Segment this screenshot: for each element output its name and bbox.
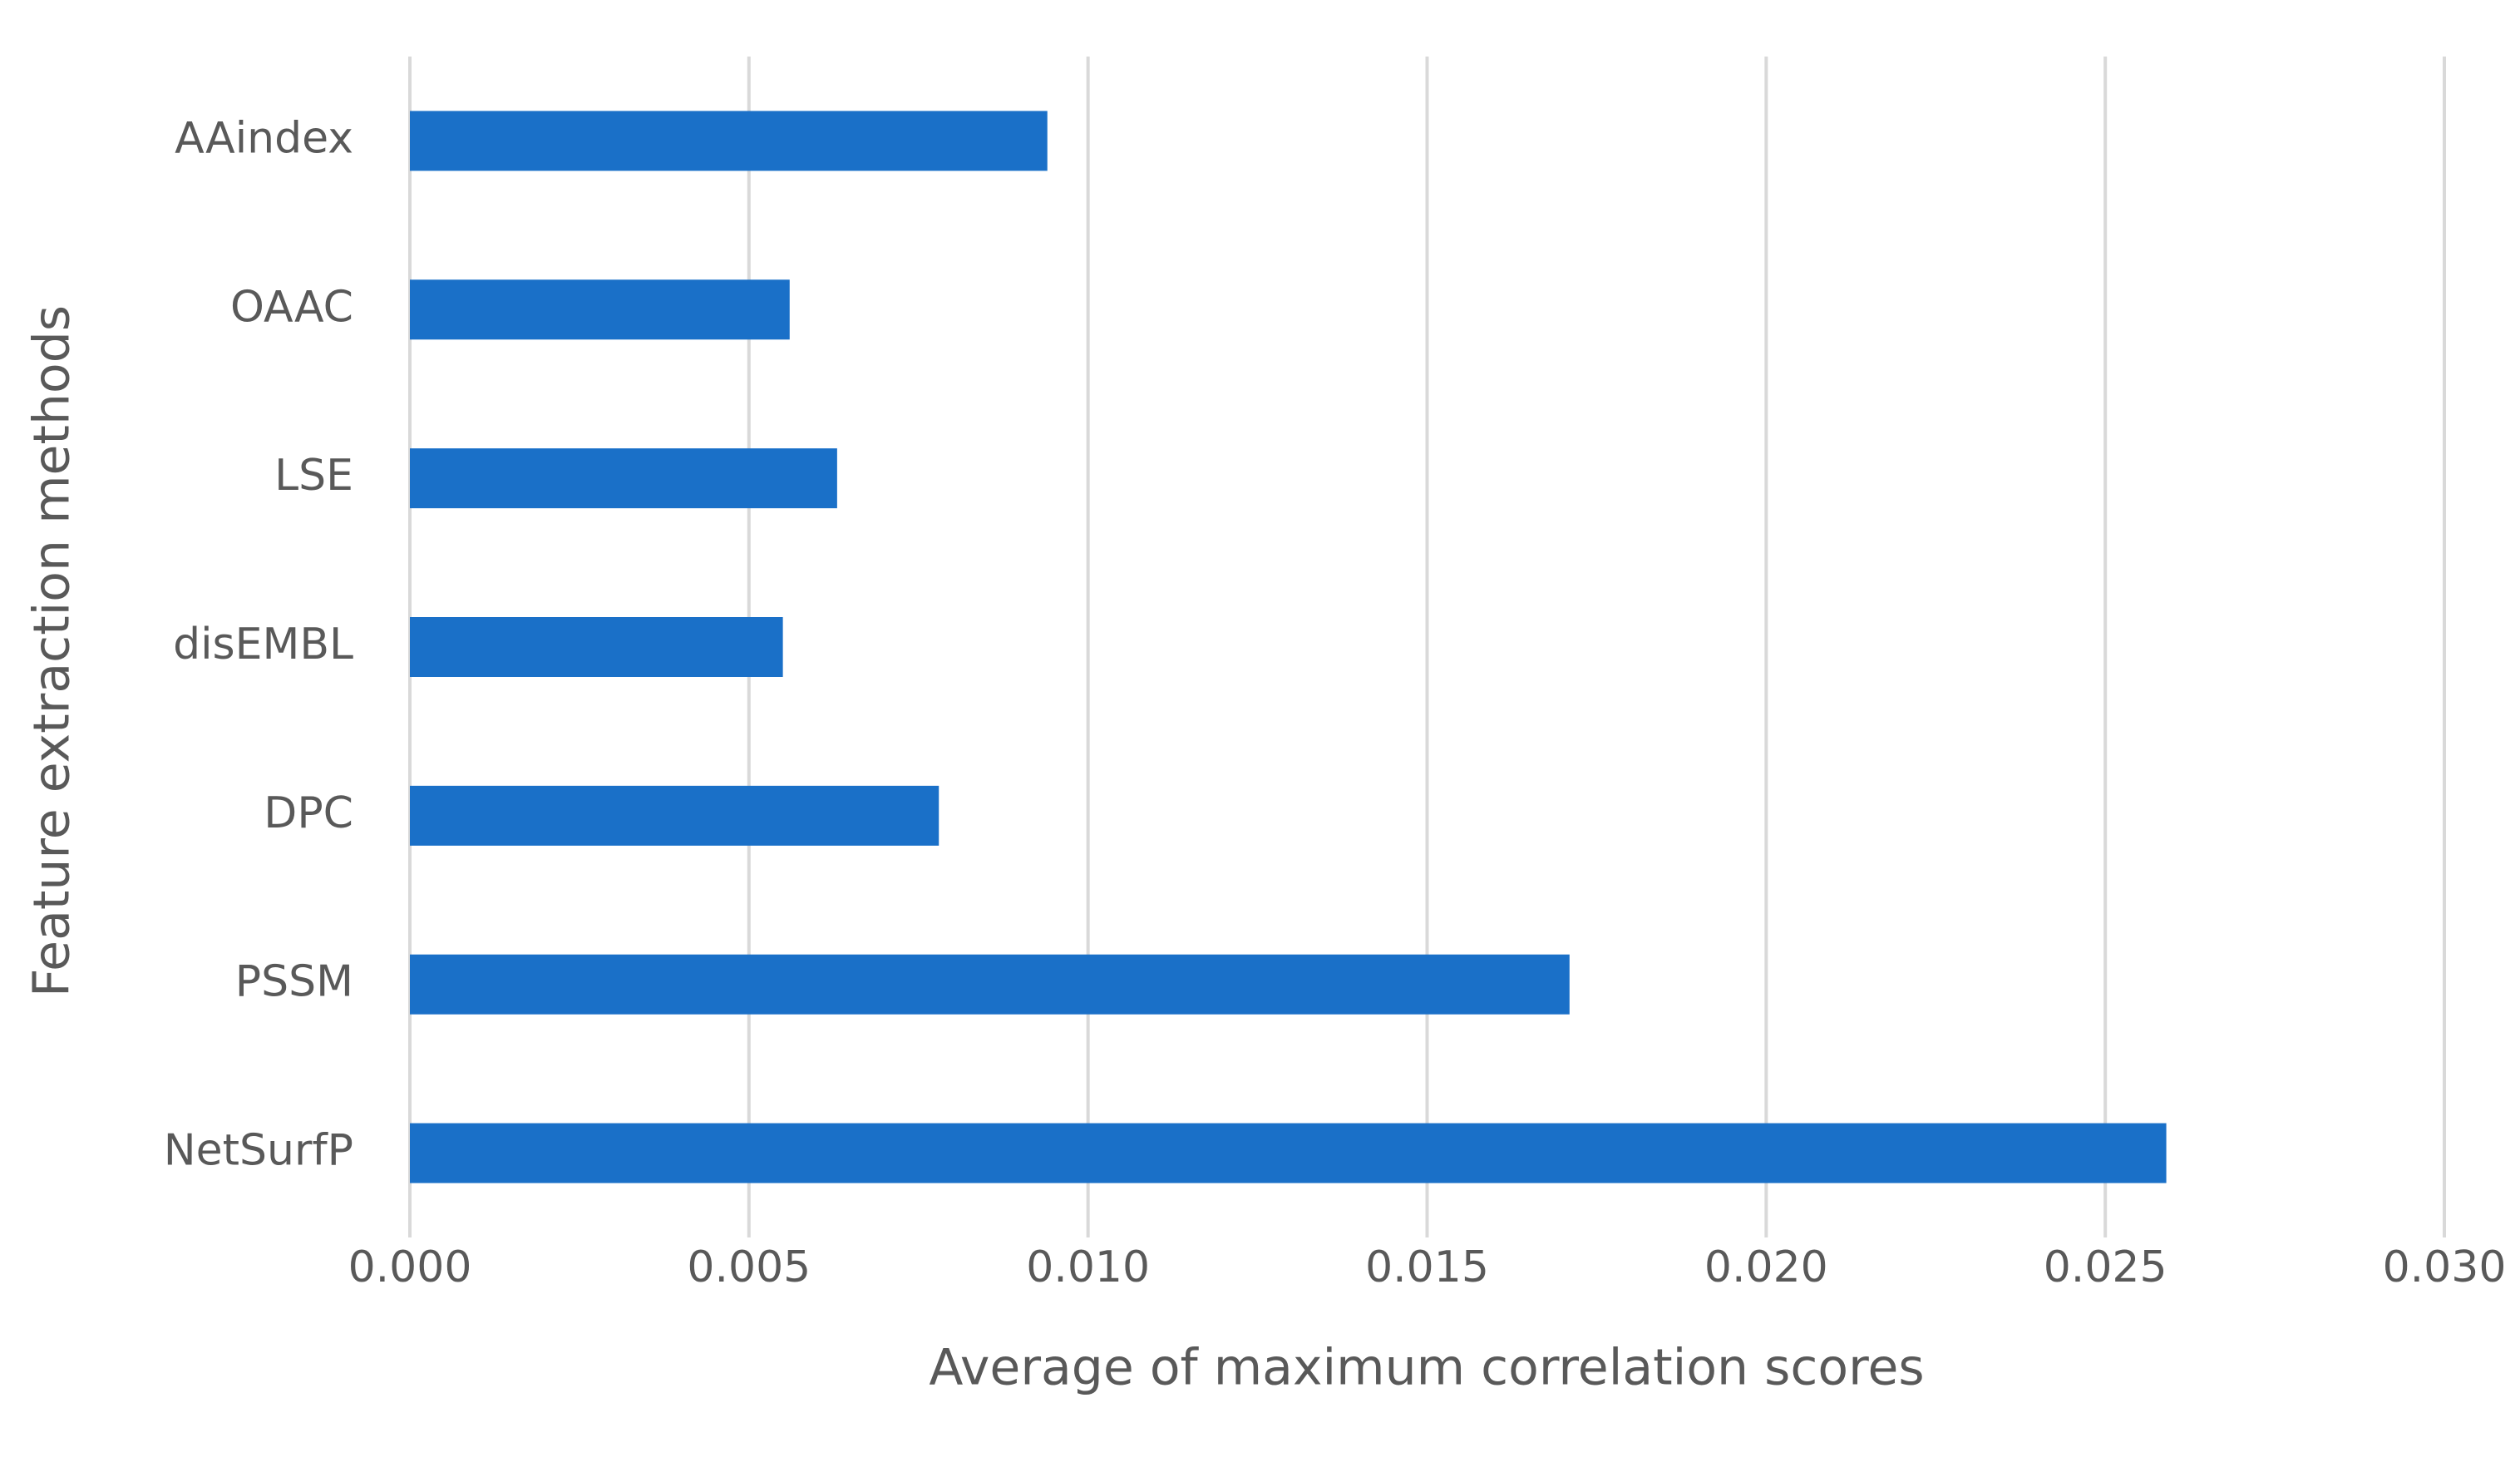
y-tick-label: AAindex [175, 113, 353, 163]
x-tick-label: 0.025 [2044, 1242, 2167, 1292]
y-tick-label: PSSM [235, 957, 353, 1007]
y-tick-label: LSE [274, 451, 353, 501]
x-tick-label: 0.015 [1365, 1242, 1489, 1292]
x-tick-label: 0.000 [348, 1242, 472, 1292]
bar [410, 111, 1048, 171]
bar [410, 617, 783, 677]
y-tick-label: NetSurfP [164, 1126, 353, 1176]
x-tick-label: 0.005 [687, 1242, 811, 1292]
x-tick-label: 0.010 [1026, 1242, 1150, 1292]
y-tick-label: disEMBL [173, 620, 353, 669]
bar [410, 279, 790, 340]
x-axis-title: Average of maximum correlation scores [929, 1339, 1924, 1397]
y-axis-title: Feature extraction methods [23, 305, 81, 997]
bar [410, 1123, 2167, 1183]
x-tick-label: 0.020 [1704, 1242, 1828, 1292]
bar [410, 448, 837, 509]
y-tick-label: OAAC [230, 282, 353, 332]
x-tick-label: 0.030 [2383, 1242, 2507, 1292]
bar [410, 785, 939, 846]
bar [410, 954, 1570, 1015]
y-tick-label: DPC [264, 788, 353, 838]
